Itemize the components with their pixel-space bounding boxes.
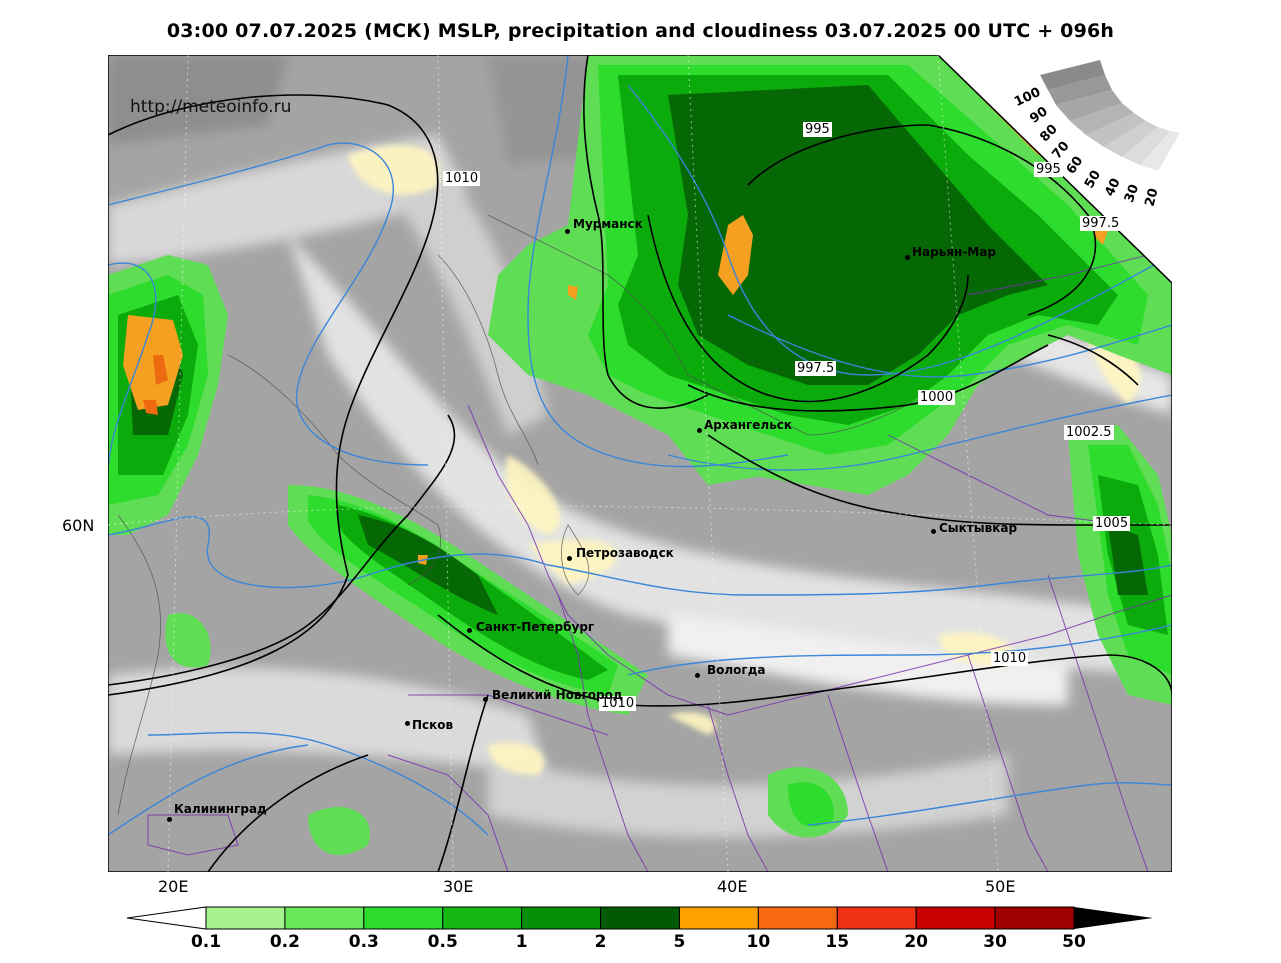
isobar-label: 1005 <box>1093 516 1131 531</box>
legend-cell <box>600 906 680 930</box>
legend-cell <box>915 906 996 930</box>
city-label-kaliningrad: Калининград <box>174 802 267 816</box>
legend-label: 0.2 <box>269 932 300 952</box>
graticule <box>108 55 1172 872</box>
city-marker <box>167 817 172 822</box>
isobar-label: 997.5 <box>795 361 837 376</box>
legend-cell <box>678 906 759 930</box>
isobar-label: 1010 <box>443 171 481 186</box>
legend-cell <box>757 906 838 930</box>
isobar-label: 1010 <box>991 651 1029 666</box>
city-marker <box>931 529 936 534</box>
legend-arrow-high <box>1074 907 1153 929</box>
source-url[interactable]: http://meteoinfo.ru <box>130 97 292 117</box>
isobar-label: 1002.5 <box>1064 425 1114 440</box>
isobar-label: 1010 <box>599 696 637 711</box>
city-marker <box>697 428 702 433</box>
legend-arrow-low <box>127 906 207 930</box>
city-marker <box>483 697 488 702</box>
city-label-arkhangelsk: Архангельск <box>704 418 793 432</box>
isobar-label: 995 <box>803 122 832 137</box>
legend-label: 20 <box>904 932 929 952</box>
city-label-naryan-mar: Нарьян-Мар <box>912 245 996 259</box>
isobar-label: 995 <box>1034 162 1063 177</box>
legend-label: 0.5 <box>427 932 458 952</box>
legend-label: 10 <box>746 932 771 952</box>
city-label-murmansk: Мурманск <box>573 217 643 231</box>
legend-cell <box>363 906 444 930</box>
isobar-label: 1000 <box>918 390 956 405</box>
city-label-saint-petersburg: Санкт-Петербург <box>476 620 595 634</box>
lon-label-40e: 40E <box>717 877 748 896</box>
legend-label: 15 <box>825 932 850 952</box>
legend-label: 50 <box>1062 932 1086 952</box>
map-title: 03:00 07.07.2025 (МСК) MSLP, precipitati… <box>166 20 1115 42</box>
city-label-syktyvkar: Сыктывкар <box>939 521 1018 535</box>
precip-areas <box>108 55 1172 855</box>
legend-label: 0.1 <box>190 932 222 952</box>
city-marker <box>405 721 410 726</box>
legend-cell <box>442 906 523 930</box>
legend-cell <box>994 906 1075 930</box>
precip-legend-bar <box>127 906 1153 930</box>
map-canvas <box>108 55 1172 872</box>
legend-cell <box>521 906 602 930</box>
weather-map[interactable] <box>108 55 1172 872</box>
legend-cell <box>836 906 917 930</box>
city-marker <box>467 628 472 633</box>
city-label-pskov: Псков <box>412 718 454 732</box>
lon-label-20e: 20E <box>158 877 189 896</box>
city-label-veliky-novgorod: Великий Новгород <box>492 688 623 702</box>
city-marker <box>565 229 570 234</box>
isobars <box>108 55 1172 872</box>
isotherms <box>108 55 1172 836</box>
legend-label: 5 <box>673 932 686 952</box>
legend-label: 0.3 <box>348 932 379 952</box>
isobar-label: 997.5 <box>1080 216 1122 231</box>
cloudiness-scale <box>1040 60 1180 171</box>
city-label-vologda: Вологда <box>707 663 766 677</box>
legend-label: 1 <box>515 932 528 952</box>
city-label-petrozavodsk: Петрозаводск <box>576 546 674 560</box>
city-marker <box>695 673 700 678</box>
legend-label: 2 <box>594 932 607 952</box>
legend-cell <box>205 906 286 930</box>
city-marker <box>567 556 572 561</box>
legend-label: 30 <box>983 932 1007 952</box>
city-marker <box>905 255 910 260</box>
lon-label-30e: 30E <box>443 877 474 896</box>
lon-label-50e: 50E <box>985 877 1016 896</box>
lat-label-60n: 60N <box>62 516 95 535</box>
legend-cell <box>284 906 365 930</box>
